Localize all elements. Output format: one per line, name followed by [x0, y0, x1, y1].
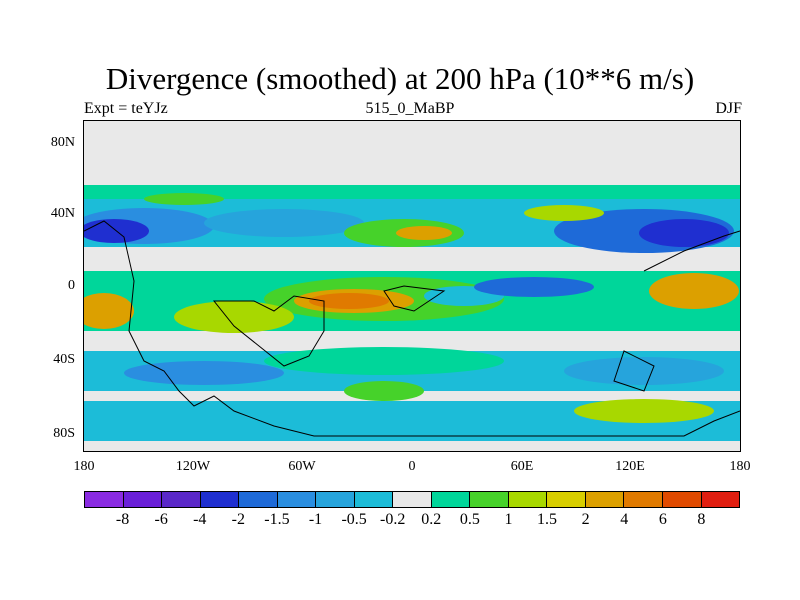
experiment-label: Expt = teYJz: [84, 100, 168, 117]
colorbar-box: [624, 492, 663, 507]
colorbar-label: -4: [193, 511, 207, 528]
colorbar-box: [277, 492, 317, 507]
x-tick-60w: 60W: [288, 459, 316, 474]
negative-band-south: [84, 347, 740, 401]
colorbar-label: -2: [231, 511, 245, 528]
colorbar-label: 0.2: [421, 511, 442, 528]
colorbar-box: [701, 492, 740, 507]
x-tick-180e: 180: [729, 459, 751, 474]
y-tick-80n: 80N: [50, 135, 75, 150]
continent-outlines: [84, 220, 740, 437]
colorbar-box: [162, 492, 201, 507]
colorbar-label: -6: [154, 511, 168, 528]
colorbar: [84, 491, 740, 508]
season-label: DJF: [715, 100, 742, 117]
colorbar-label: 0.5: [459, 511, 480, 528]
colorbar-box: [431, 492, 471, 507]
southern-mid-latitude: [84, 399, 740, 441]
x-tick-120w: 120W: [175, 459, 211, 474]
colorbar-label: -8: [115, 511, 130, 528]
colorbar-label: 6: [658, 511, 667, 528]
colorbar-box: [547, 492, 586, 507]
colorbar-label: 8: [697, 511, 706, 528]
colorbar-box: [393, 492, 432, 507]
colorbar-label: -0.5: [341, 511, 367, 528]
colorbar-label: 1: [504, 511, 513, 528]
colorbar-box: [239, 492, 278, 507]
x-tick-60e: 60E: [510, 459, 534, 474]
colorbar-box: [200, 492, 240, 507]
plot-area: [83, 120, 741, 452]
negative-band-north: [84, 189, 740, 253]
y-tick-40s: 40S: [53, 352, 75, 367]
tropical-band: [84, 271, 740, 333]
divergence-map: [84, 185, 740, 441]
colorbar-box: [123, 492, 163, 507]
colorbar-label: -1: [308, 511, 323, 528]
colorbar-box: [316, 492, 355, 507]
colorbar-box: [85, 492, 124, 507]
colorbar-label: 4: [620, 511, 629, 528]
colorbar-box: [585, 492, 625, 507]
x-tick-120e: 120E: [615, 459, 645, 474]
x-tick-0: 0: [408, 459, 416, 474]
run-label: 515_0_MaBP: [365, 100, 455, 117]
positive-band-north: [84, 185, 740, 247]
chart-title: Divergence (smoothed) at 200 hPa (10**6 …: [105, 61, 695, 96]
y-tick-80s: 80S: [53, 426, 75, 441]
colorbar-box: [354, 492, 394, 507]
colorbar-label: 2: [581, 511, 590, 528]
x-tick-180w: 180: [73, 459, 95, 474]
colorbar-label: -0.2: [380, 511, 406, 528]
y-tick-0: 0: [68, 278, 75, 293]
colorbar-box: [508, 492, 548, 507]
colorbar-label: 1.5: [537, 511, 558, 528]
y-tick-40n: 40N: [50, 206, 75, 221]
colorbar-box: [470, 492, 509, 507]
colorbar-label: -1.5: [264, 511, 290, 528]
colorbar-box: [662, 492, 702, 507]
